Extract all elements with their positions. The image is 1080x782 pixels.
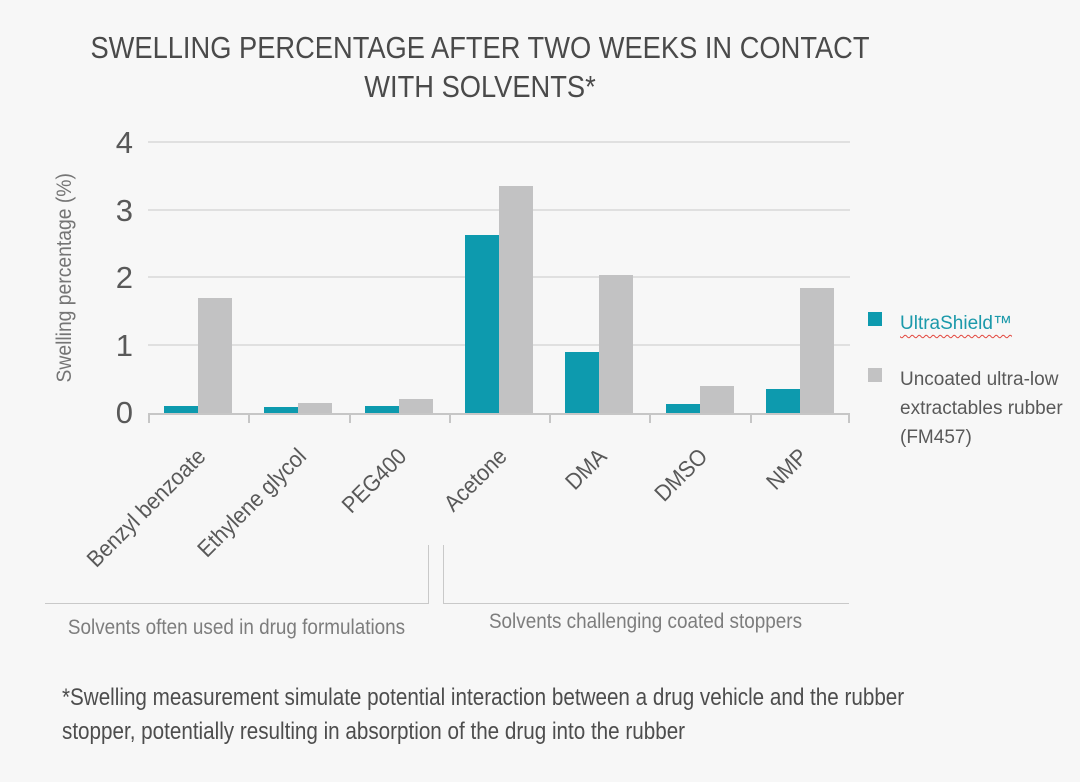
bar-uncoated-ethylene-glycol bbox=[298, 402, 333, 413]
x-category-label-dmso: DMSO bbox=[648, 443, 712, 507]
legend-swatch-teal bbox=[868, 312, 882, 326]
bar-ultrashield-benzyl-benzoate bbox=[164, 406, 199, 413]
legend-label-uncoated: Uncoated ultra-low extractables rubber (… bbox=[900, 369, 1063, 448]
x-axis-tick-5 bbox=[649, 415, 652, 423]
footnote-line-1: *Swelling measurement simulate potential… bbox=[62, 684, 905, 711]
bar-groups bbox=[148, 143, 850, 413]
x-axis-tick-1 bbox=[248, 415, 251, 423]
y-axis-title: Swelling percentage (%) bbox=[53, 173, 76, 383]
x-category-label-dma: DMA bbox=[560, 443, 612, 495]
bar-uncoated-peg400 bbox=[398, 398, 433, 413]
bar-group-dmso bbox=[649, 143, 749, 413]
legend-item-uncoated: Uncoated ultra-low extractables rubber (… bbox=[868, 365, 1073, 452]
bar-ultrashield-dma bbox=[565, 351, 600, 413]
x-axis-tick-0 bbox=[148, 415, 150, 423]
group-bracket-drug-formulation-solvents bbox=[45, 545, 429, 604]
bar-uncoated-benzyl-benzoate bbox=[198, 298, 233, 413]
legend-swatch-gray bbox=[868, 368, 882, 382]
footnote-line-2: stopper, potentially resulting in absorp… bbox=[62, 718, 686, 745]
bar-uncoated-dma bbox=[599, 274, 634, 413]
y-tick-label-3: 3 bbox=[115, 192, 133, 228]
group-bracket-challenging-solvents bbox=[443, 545, 849, 604]
chart-title-line-1: SWELLING PERCENTAGE AFTER TWO WEEKS IN C… bbox=[90, 30, 870, 65]
x-axis-tick-3 bbox=[448, 415, 451, 423]
x-category-label-nmp: NMP bbox=[760, 443, 813, 495]
chart-title: SWELLING PERCENTAGE AFTER TWO WEEKS IN C… bbox=[0, 28, 960, 106]
bar-ultrashield-dmso bbox=[665, 404, 700, 413]
x-axis-tick-2 bbox=[348, 415, 351, 423]
bar-uncoated-nmp bbox=[799, 288, 834, 413]
bar-group-dma bbox=[549, 143, 649, 413]
bar-uncoated-acetone bbox=[498, 185, 533, 413]
bar-ultrashield-nmp bbox=[765, 388, 800, 413]
legend-item-ultrashield: UltraShield™ bbox=[868, 309, 1073, 338]
gridline-4 bbox=[148, 141, 850, 143]
x-axis-tick-7 bbox=[848, 415, 850, 423]
bar-group-acetone bbox=[449, 143, 549, 413]
y-axis-title-wrap: Swelling percentage (%) bbox=[50, 143, 80, 413]
x-category-label-peg400: PEG400 bbox=[336, 443, 412, 518]
group-label-challenging-solvents: Solvents challenging coated stoppers bbox=[488, 610, 803, 633]
group-label-drug-formulation-solvents: Solvents often used in drug formulations bbox=[67, 616, 406, 639]
footnote: *Swelling measurement simulate potential… bbox=[62, 681, 1052, 749]
legend-label-ultrashield: UltraShield™ bbox=[900, 313, 1012, 334]
bar-group-ethylene-glycol bbox=[248, 143, 348, 413]
x-axis: Benzyl benzoate Ethylene glycol PEG400 Acet… bbox=[82, 415, 850, 615]
y-tick-label-4: 4 bbox=[115, 125, 133, 160]
x-axis-tick-6 bbox=[749, 415, 752, 423]
chart-legend: UltraShield™ Uncoated ultra-low extracta… bbox=[868, 309, 1073, 452]
plot-area bbox=[148, 141, 850, 415]
y-tick-label-1: 1 bbox=[115, 327, 133, 363]
bar-uncoated-dmso bbox=[699, 386, 734, 413]
bar-group-nmp bbox=[750, 143, 850, 413]
bar-ultrashield-ethylene-glycol bbox=[264, 406, 299, 413]
x-axis-tick-4 bbox=[549, 415, 552, 423]
bar-group-peg400 bbox=[349, 143, 449, 413]
bar-ultrashield-peg400 bbox=[364, 406, 399, 413]
chart-title-line-2: WITH SOLVENTS* bbox=[364, 69, 596, 104]
y-tick-label-2: 2 bbox=[115, 260, 133, 295]
bar-ultrashield-acetone bbox=[464, 234, 499, 413]
bar-group-benzyl-benzoate bbox=[148, 143, 248, 413]
y-tick-label-0: 0 bbox=[115, 395, 133, 430]
x-category-label-acetone: Acetone bbox=[438, 443, 512, 517]
y-axis-tick-labels: 0 1 2 3 4 bbox=[85, 127, 133, 428]
